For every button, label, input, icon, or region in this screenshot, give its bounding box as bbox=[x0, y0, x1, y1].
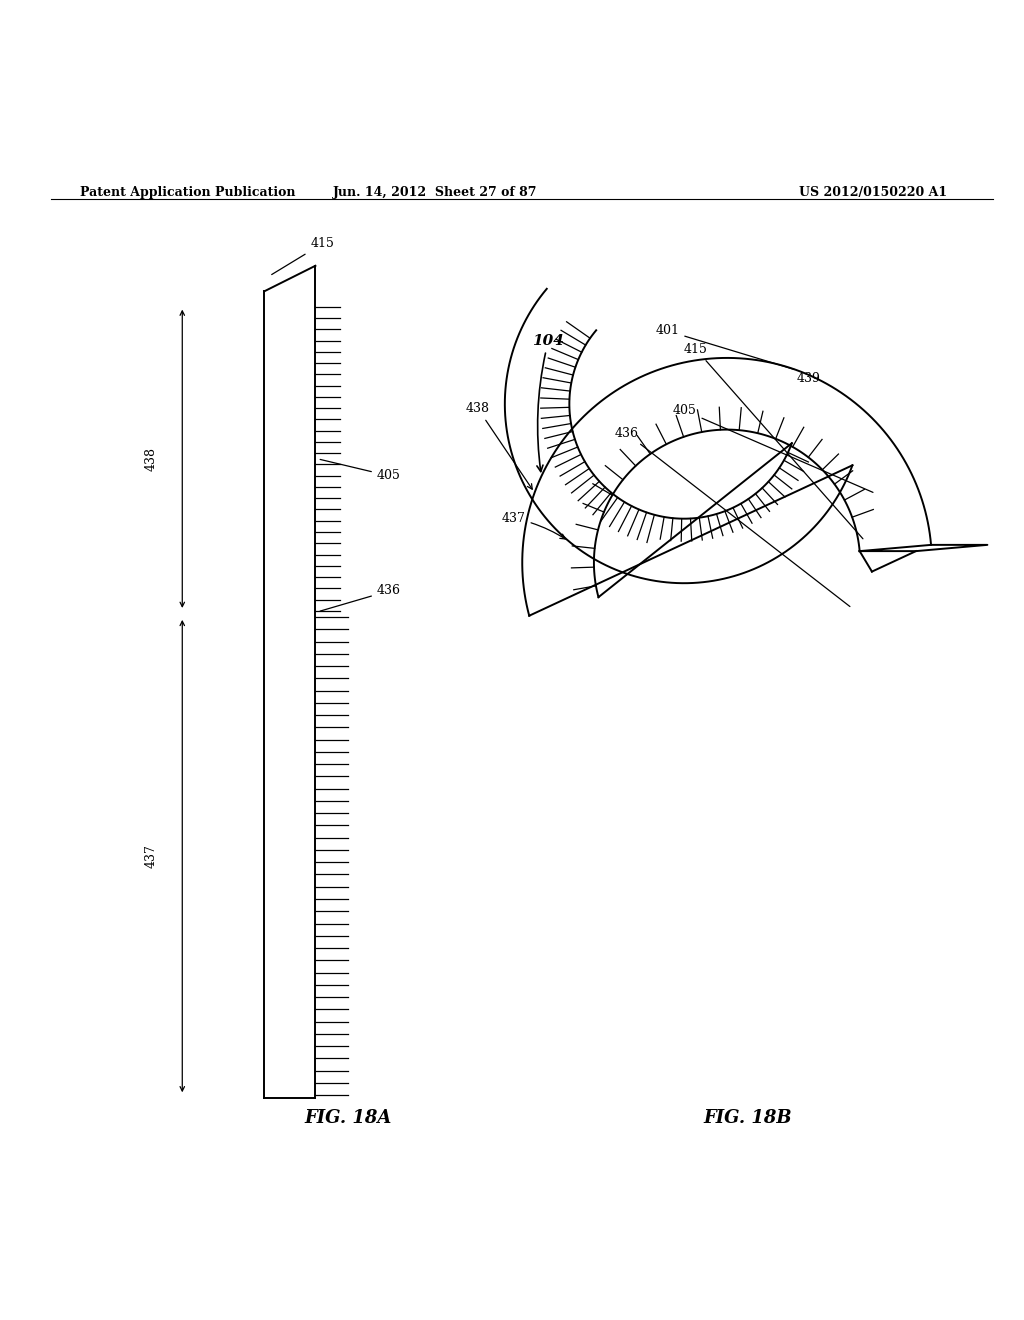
Text: 405: 405 bbox=[673, 404, 873, 492]
Text: 415: 415 bbox=[684, 343, 863, 539]
Text: 438: 438 bbox=[145, 446, 158, 471]
Text: 436: 436 bbox=[614, 426, 850, 607]
Text: 415: 415 bbox=[271, 238, 334, 275]
Text: Patent Application Publication: Patent Application Publication bbox=[80, 186, 295, 199]
Text: 405: 405 bbox=[321, 459, 400, 482]
Text: 437: 437 bbox=[502, 512, 565, 539]
Text: 438: 438 bbox=[466, 403, 532, 490]
Text: 436: 436 bbox=[321, 585, 400, 611]
Text: FIG. 18B: FIG. 18B bbox=[703, 1109, 792, 1127]
Text: Jun. 14, 2012  Sheet 27 of 87: Jun. 14, 2012 Sheet 27 of 87 bbox=[333, 186, 538, 199]
Text: 401: 401 bbox=[655, 325, 795, 370]
Text: US 2012/0150220 A1: US 2012/0150220 A1 bbox=[799, 186, 947, 199]
Text: 439: 439 bbox=[797, 372, 820, 385]
Text: 437: 437 bbox=[145, 845, 158, 869]
Text: 104: 104 bbox=[532, 334, 564, 471]
Text: FIG. 18A: FIG. 18A bbox=[304, 1109, 392, 1127]
